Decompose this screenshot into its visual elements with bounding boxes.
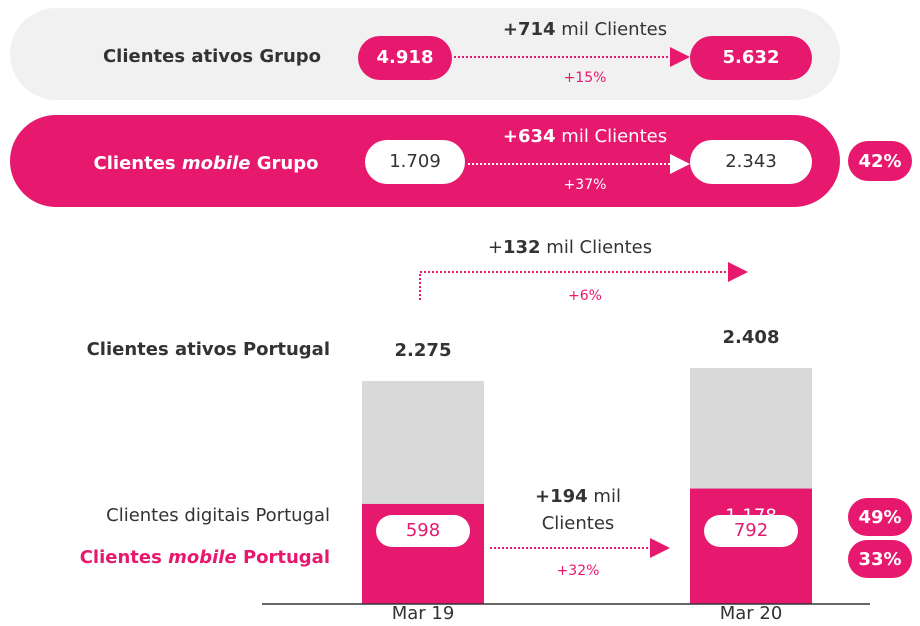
share: 42%: [858, 151, 901, 172]
pct: +6%: [568, 288, 602, 304]
delta: +634 mil Clientes: [503, 126, 667, 147]
delta: +194 mil: [535, 486, 621, 507]
label: Clientes digitais Portugal: [106, 505, 330, 526]
value: 5.632: [723, 47, 780, 68]
badge: [848, 498, 912, 536]
pill: [690, 36, 812, 80]
share: 49%: [858, 507, 901, 528]
mobile-label: 792: [734, 520, 768, 541]
pill: [358, 36, 452, 80]
pct: +15%: [564, 70, 607, 86]
badge: [848, 141, 912, 181]
value: 2.343: [725, 151, 777, 172]
label: Clientes ativos Grupo: [103, 46, 321, 67]
pill: [365, 140, 465, 184]
label: Clientes ativos Portugal: [87, 339, 330, 360]
total-label: 2.275: [395, 340, 452, 361]
delta: +132 mil Clientes: [488, 237, 652, 258]
pill: [690, 140, 812, 184]
value: 1.709: [389, 151, 441, 172]
share: 33%: [858, 549, 901, 570]
total-label: 2.408: [723, 327, 780, 348]
mobile-pill: [704, 515, 798, 547]
pct: +37%: [564, 177, 607, 193]
x-label: Mar 20: [720, 603, 783, 624]
mobile-pill: [376, 515, 470, 547]
pct: +32%: [557, 563, 600, 579]
arrow: [419, 262, 748, 300]
badge: [848, 540, 912, 578]
delta: +714 mil Clientes: [503, 19, 667, 40]
label: Clientes mobile Grupo: [94, 153, 319, 174]
label: Clientes mobile Portugal: [80, 547, 330, 568]
value: 4.918: [377, 47, 434, 68]
x-label: Mar 19: [392, 603, 455, 624]
mobile-label: 598: [406, 520, 440, 541]
delta-unit: Clientes: [542, 513, 615, 534]
